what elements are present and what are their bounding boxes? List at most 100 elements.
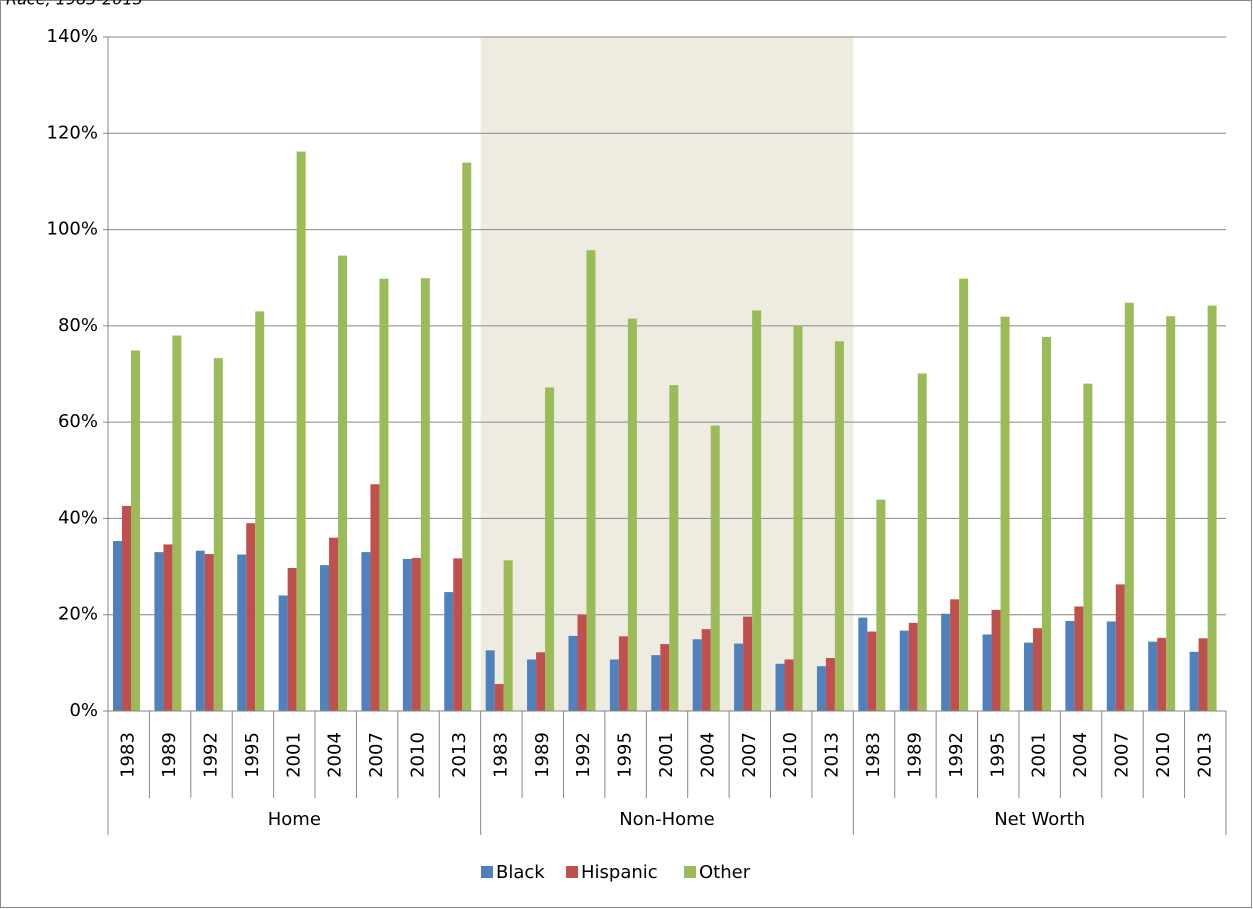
bar	[1157, 637, 1167, 711]
x-tick-label: 2007	[1111, 732, 1132, 778]
bar	[710, 425, 720, 711]
x-tick-label: 1983	[863, 732, 884, 778]
y-tick-label: 80%	[58, 315, 98, 336]
bar	[444, 592, 454, 711]
x-tick-label: 2010	[408, 732, 429, 778]
bar	[618, 636, 628, 711]
bar	[991, 609, 1001, 711]
bar	[1041, 336, 1051, 711]
y-tick-label: 140%	[47, 26, 98, 47]
x-tick-label: 2007	[366, 732, 387, 778]
bar	[113, 541, 122, 711]
bar	[982, 634, 992, 711]
bar	[163, 544, 173, 711]
bar	[1189, 651, 1199, 711]
bar	[527, 659, 537, 711]
bar	[320, 565, 330, 711]
bar	[1023, 642, 1033, 711]
bar	[834, 341, 844, 711]
bar	[485, 650, 495, 711]
x-tick-label: 1995	[242, 732, 263, 778]
group-label: Non-Home	[619, 809, 715, 830]
y-tick-label: 0%	[69, 700, 98, 721]
bar	[494, 684, 504, 711]
bar	[825, 658, 835, 711]
bar	[651, 655, 661, 711]
bar	[1198, 638, 1208, 711]
x-tick-label: 1992	[573, 732, 594, 778]
x-tick-label: 2010	[780, 732, 801, 778]
x-tick-label: 1989	[159, 732, 180, 778]
group-label: Home	[268, 809, 321, 830]
bar	[1106, 621, 1116, 711]
bar	[213, 358, 223, 711]
bar	[627, 318, 637, 711]
bar	[1074, 606, 1084, 711]
bar	[379, 278, 389, 711]
bar	[172, 335, 182, 711]
bar	[908, 622, 918, 711]
bar	[1115, 584, 1125, 711]
bar	[669, 385, 679, 711]
chart-title: Race, 1983-2013	[6, 0, 143, 9]
bar	[462, 162, 472, 712]
bar	[411, 557, 421, 711]
x-tick-label: 2004	[697, 732, 718, 778]
x-tick-label: 2013	[822, 732, 843, 778]
bar	[1148, 641, 1158, 711]
legend-swatch	[684, 866, 696, 878]
bar	[577, 614, 587, 711]
bar	[1000, 316, 1010, 711]
legend-label: Other	[699, 862, 751, 883]
bar	[609, 659, 619, 711]
bar	[420, 278, 430, 711]
bar	[586, 250, 596, 711]
x-tick-label: 2013	[1194, 732, 1215, 778]
x-tick-label: 2007	[739, 732, 760, 778]
bar	[255, 311, 265, 711]
y-tick-label: 40%	[58, 507, 98, 528]
x-tick-label: 1992	[946, 732, 967, 778]
bar	[296, 151, 306, 711]
bar	[370, 484, 380, 711]
bar	[195, 550, 205, 711]
bar	[122, 505, 131, 711]
bar	[1207, 305, 1217, 711]
bar	[917, 373, 927, 711]
x-tick-label: 1995	[615, 732, 636, 778]
bar	[1083, 383, 1093, 711]
x-tick-label: 1989	[904, 732, 925, 778]
bar	[899, 630, 909, 711]
bar	[752, 310, 762, 711]
bar	[867, 631, 877, 711]
bar	[154, 552, 164, 711]
bar	[950, 599, 960, 711]
bar	[1124, 302, 1134, 711]
x-tick-label: 2001	[1029, 732, 1050, 778]
x-tick-label: 2010	[1153, 732, 1174, 778]
group-shade	[480, 37, 854, 711]
x-tick-label: 2013	[449, 732, 470, 778]
x-tick-label: 2004	[325, 732, 346, 778]
y-tick-label: 20%	[58, 604, 98, 625]
y-tick-label: 100%	[47, 219, 98, 240]
bar	[329, 537, 339, 711]
bar	[1166, 316, 1176, 711]
bar	[858, 617, 868, 711]
bar	[568, 635, 578, 711]
bar	[131, 350, 140, 711]
bar	[287, 568, 297, 711]
bar	[545, 387, 555, 711]
bar	[734, 643, 744, 711]
bar	[701, 629, 711, 711]
bar	[1065, 620, 1075, 711]
legend-swatch	[566, 866, 578, 878]
bar	[660, 644, 670, 711]
bar	[1032, 628, 1042, 711]
bar	[453, 558, 463, 711]
bar	[784, 659, 794, 711]
x-tick-label: 1995	[987, 732, 1008, 778]
bar	[503, 560, 513, 711]
x-tick-label: 1989	[532, 732, 553, 778]
